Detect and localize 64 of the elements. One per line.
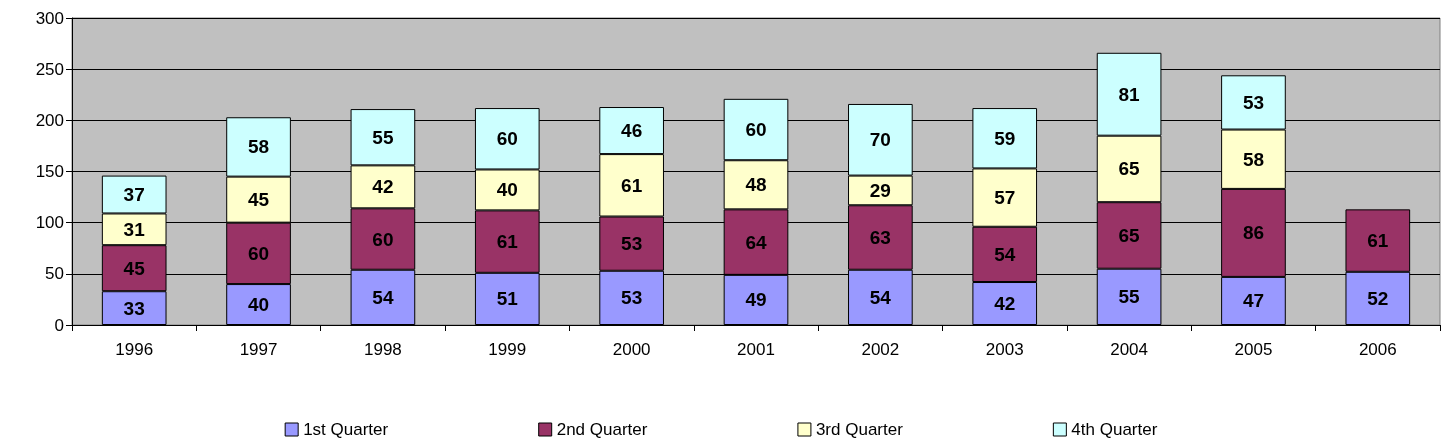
y-tick-label: 100 <box>35 213 64 233</box>
x-tick-label: 1996 <box>115 340 154 359</box>
data-label: 60 <box>247 242 270 264</box>
data-label: 63 <box>869 227 891 249</box>
data-label: 52 <box>1367 287 1389 309</box>
data-label: 65 <box>1118 158 1141 180</box>
y-tick-label: 150 <box>35 162 64 181</box>
data-label: 49 <box>745 289 767 311</box>
x-tick-label: 2004 <box>1110 340 1149 359</box>
data-label: 33 <box>123 297 145 319</box>
data-label: 57 <box>994 187 1016 209</box>
data-label: 65 <box>1118 224 1141 246</box>
data-label: 60 <box>496 128 518 150</box>
data-label: 51 <box>496 288 519 310</box>
data-label: 46 <box>621 120 643 142</box>
data-label: 42 <box>994 293 1016 315</box>
data-label: 54 <box>869 286 892 308</box>
data-label: 29 <box>869 179 891 201</box>
legend-label: 4th Quarter <box>1071 420 1158 439</box>
x-tick-label: 1999 <box>488 340 527 359</box>
data-label: 45 <box>123 257 146 279</box>
y-tick-label: 0 <box>54 315 64 335</box>
legend-label: 2nd Quarter <box>556 420 648 439</box>
data-label: 64 <box>745 231 767 253</box>
data-label: 70 <box>869 129 891 151</box>
data-label: 42 <box>372 176 394 198</box>
data-label: 53 <box>621 287 643 309</box>
data-label: 48 <box>745 174 767 196</box>
data-label: 40 <box>247 294 270 316</box>
legend-label: 3rd Quarter <box>815 420 904 439</box>
data-label: 45 <box>247 189 270 211</box>
y-tick-label: 50 <box>45 264 64 284</box>
x-tick-label: 2001 <box>737 340 775 359</box>
x-tick-label: 2000 <box>612 340 651 359</box>
data-label: 53 <box>1242 91 1265 113</box>
data-label: 81 <box>1118 83 1141 105</box>
data-label: 61 <box>621 174 643 196</box>
data-label: 55 <box>372 126 394 148</box>
y-tick-label: 250 <box>35 59 64 79</box>
x-tick-label: 1997 <box>239 340 278 359</box>
y-tick-label: 300 <box>35 8 64 28</box>
legend-label: 1st Quarter <box>303 420 389 439</box>
data-label: 61 <box>1367 230 1389 252</box>
x-tick-label: 2002 <box>861 340 900 359</box>
data-label: 37 <box>123 184 145 206</box>
x-tick-label: 2003 <box>985 340 1024 359</box>
x-tick-label: 2005 <box>1234 340 1273 359</box>
data-label: 58 <box>1242 148 1265 170</box>
x-tick-label: 1998 <box>364 340 402 359</box>
data-label: 59 <box>994 127 1016 149</box>
data-label: 60 <box>372 228 394 250</box>
data-label: 31 <box>123 218 146 240</box>
data-label: 60 <box>745 119 767 141</box>
y-tick-label: 200 <box>35 110 64 130</box>
data-label: 54 <box>994 243 1016 265</box>
x-tick-label: 2006 <box>1358 340 1397 359</box>
data-label: 53 <box>621 233 643 255</box>
data-label: 58 <box>247 136 270 158</box>
data-label: 61 <box>496 231 519 253</box>
data-label: 86 <box>1242 222 1265 244</box>
data-label: 47 <box>1242 290 1265 312</box>
data-label: 54 <box>372 286 394 308</box>
data-label: 55 <box>1118 286 1141 308</box>
data-label: 40 <box>496 179 518 201</box>
